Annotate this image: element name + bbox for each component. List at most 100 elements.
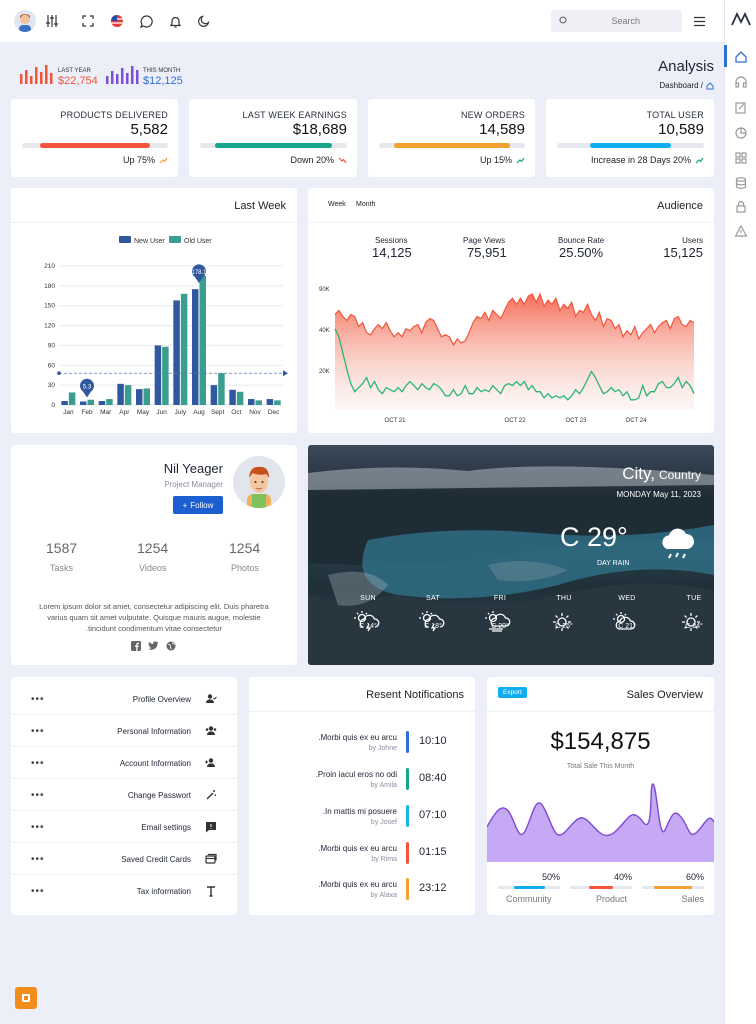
menu-item-profile-overview[interactable]: ••• Profile Overview [11,683,237,715]
notification-color-bar [406,878,409,900]
forecast-wed: WED C 21° [607,595,647,630]
notification-author: by Josef [370,819,397,826]
us-flag-icon[interactable] [109,13,125,29]
tab-week[interactable]: Week [328,201,346,208]
menu-item-account-information[interactable]: ••• Account Information [11,747,237,779]
brand-logo-icon[interactable] [731,12,751,26]
notification-time: 10:10 [419,735,447,747]
forecast-day-label: FRI [493,595,507,602]
bar [255,400,262,405]
stat-title: LAST WEEK EARNINGS [242,110,347,120]
breadcrumb-home-icon[interactable] [706,81,714,90]
profile-name: Nil Yeager [163,461,223,476]
annotation-marker [80,378,94,398]
menu-item-change-password[interactable]: ••• Change Passwort [11,779,237,811]
more-dots-icon[interactable]: ••• [31,726,45,737]
hamburger-menu-icon[interactable] [691,13,707,29]
menu-item-personal-information[interactable]: ••• Personal Information [11,715,237,747]
notification-author: by Rima [371,856,397,863]
text-icon [207,886,215,897]
stat-value: 14,589 [479,121,525,138]
chat-icon[interactable] [138,13,154,29]
stat-progress-fill [393,143,511,148]
lock-icon[interactable] [734,200,748,214]
notification-item[interactable]: .In mattis mi posuere by Josef 07:10 [249,803,475,839]
bar [124,385,132,405]
sales-metric-label: Product [596,894,628,904]
sales-metric-label: Community [506,894,552,904]
follow-label: Follow [190,500,214,510]
notifications-title: Resent Notifications [366,689,464,701]
bar [192,289,199,405]
stat-change: Increase in 28 Days 20% [591,155,704,165]
more-dots-icon[interactable]: ••• [31,886,45,897]
grid-icon[interactable] [734,151,748,165]
notification-item[interactable]: .Morbi quis ex eu arcu by Johne 10:10 [249,729,475,765]
forecast-day-label: TUE [686,595,702,602]
notification-item[interactable]: .Morbi quis ex eu arcu by Alaxa 23:12 [249,876,475,912]
floating-action-button[interactable] [15,987,37,1009]
metric-sessions-label: Sessions [375,236,408,245]
metric-users-value: 15,125 [663,245,703,260]
fullscreen-icon[interactable] [80,13,96,29]
globe-icon[interactable] [166,641,176,651]
bell-icon[interactable] [167,13,183,29]
headphones-icon[interactable] [734,75,748,89]
forecast-temp: C 25° [555,623,573,630]
facebook-icon[interactable] [131,641,141,651]
sales-metric-pct: 40% [613,872,632,882]
more-dots-icon[interactable]: ••• [31,854,45,865]
sessions-area [335,294,694,410]
users-icon [205,726,217,735]
avatar[interactable] [14,10,36,32]
x-tick-label: Oct [231,409,241,416]
menu-item-saved-credit-cards[interactable]: ••• Saved Credit Cards [11,843,237,875]
forecast-temp: C 24° [685,623,703,630]
x-tick-label: Dec [268,409,280,416]
tab-month[interactable]: Month [356,201,376,208]
stat-progress-fill [40,143,150,148]
stat-change-text: Up 75% [122,155,155,165]
stat-card-new-orders: NEW ORDERS 14,589 Up 15% [368,99,535,177]
more-dots-icon[interactable]: ••• [31,790,45,801]
more-dots-icon[interactable]: ••• [31,694,45,705]
notification-time: 08:40 [419,772,447,784]
edit-icon[interactable] [734,101,748,115]
sales-wave-chart [487,783,714,862]
trend-up-icon [695,157,704,163]
audience-area-chart: 90K 40K 20K OCT 21 OCT 22 OCT 23 OCT 24 [319,287,695,424]
database-icon[interactable] [734,176,748,190]
export-button[interactable]: Export [498,687,527,698]
user-check-icon [206,694,217,703]
metric-pageviews-label: Page Views [463,236,506,245]
stat-progress-track [557,143,704,148]
twitter-icon[interactable] [148,641,159,651]
pie-chart-icon[interactable] [734,126,748,140]
search-box[interactable]: Search [551,10,682,32]
notifications-card: Resent Notifications .Morbi quis ex eu a… [249,677,475,915]
x-tick-label: May [137,409,150,416]
more-dots-icon[interactable]: ••• [31,822,45,833]
sliders-icon[interactable] [44,13,60,29]
follow-button[interactable]: + Follow [173,496,223,514]
notification-item[interactable]: .Proin iacul eros no odi by Amila 08:40 [249,766,475,802]
weather-desc: DAY RAIN [597,560,630,567]
breadcrumb-dashboard[interactable]: Dashboard / [659,81,703,90]
cart-icon [22,994,30,1002]
metric-pageviews-value: 75,951 [467,245,507,260]
plus-icon: + [182,500,188,510]
moon-icon[interactable] [196,13,212,29]
storm-sun-icon [354,611,380,632]
weather-date: MONDAY May 11, 2023 [616,490,701,499]
home-icon[interactable] [734,50,748,64]
search-placeholder: Search [611,16,640,26]
sales-total-caption: Total Sale This Month [566,763,635,770]
metric-bounce-label: Bounce Rate [558,236,605,245]
notification-item[interactable]: .Morbi quis ex eu arcu by Rima 01:15 [249,840,475,876]
menu-item-email-settings[interactable]: ••• Email settings [11,811,237,843]
warning-icon[interactable] [734,224,748,238]
notification-color-bar [406,842,409,864]
more-dots-icon[interactable]: ••• [31,758,45,769]
menu-item-tax-information[interactable]: ••• Tax information [11,875,237,907]
stat-photos-value: 1254 [229,540,261,556]
